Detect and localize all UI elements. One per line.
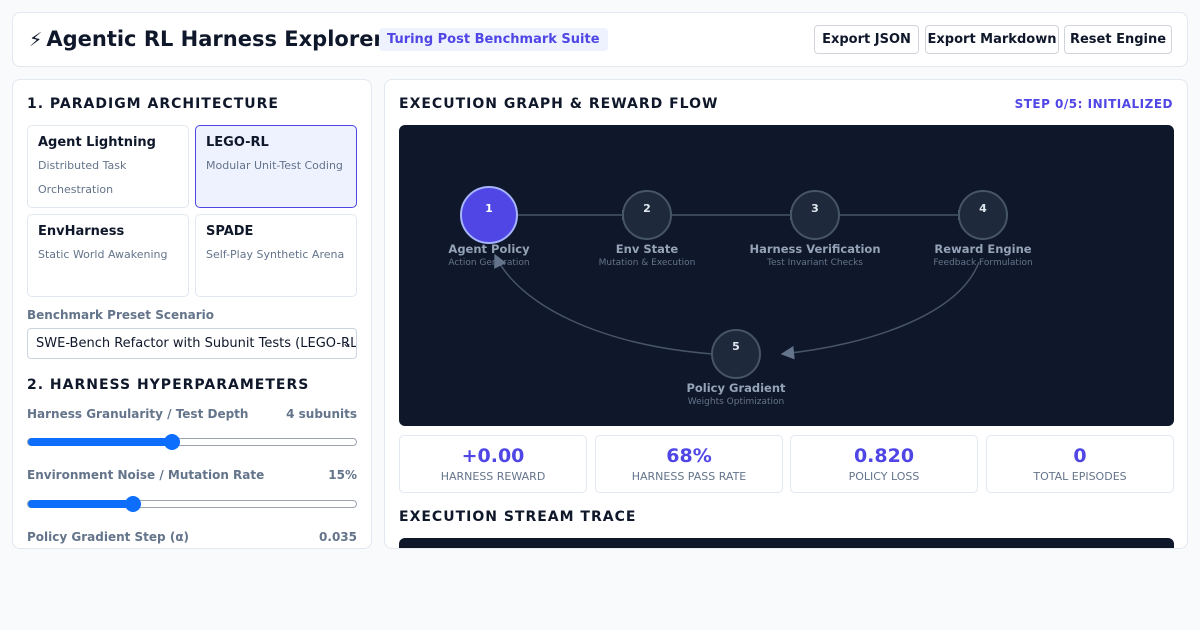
execution-panel: EXECUTION GRAPH & REWARD FLOW STEP 0/5: … — [384, 79, 1188, 549]
param-noise: Environment Noise / Mutation Rate 15% — [27, 468, 357, 482]
metric-policy-loss: 0.820 Policy Loss — [790, 435, 978, 493]
edge-5-1 — [494, 253, 714, 355]
graph-node-2[interactable]: 2 Env State Mutation & Execution — [599, 190, 696, 268]
param-label: Policy Gradient Step (α) — [27, 530, 190, 544]
metric-label: Harness Reward — [440, 470, 546, 483]
node-number: 2 — [643, 202, 651, 215]
slider-thumb[interactable] — [164, 434, 181, 450]
paradigm-name: LEGO-RL — [206, 135, 269, 150]
node-title: Env State — [616, 242, 679, 256]
metric-label: Policy Loss — [848, 470, 920, 483]
paradigm-card-envharness[interactable]: EnvHarness Static World Awakening — [27, 214, 189, 297]
param-policy-step: Policy Gradient Step (α) 0.035 — [27, 530, 357, 544]
paradigm-name: Agent Lightning — [38, 135, 156, 150]
graph-node-4[interactable]: 4 Reward Engine Feedback Formulation — [933, 190, 1033, 268]
preset-selected-value: SWE-Bench Refactor with Subunit Tests (L… — [36, 336, 357, 351]
node-number: 3 — [811, 202, 819, 215]
metric-total-episodes: 0 Total Episodes — [986, 435, 1174, 493]
preset-select[interactable]: SWE-Bench Refactor with Subunit Tests (L… — [27, 328, 357, 359]
reset-engine-button[interactable]: Reset Engine — [1064, 25, 1172, 54]
slider-fill — [28, 500, 133, 508]
suite-badge: Turing Post Benchmark Suite — [379, 28, 608, 51]
param-granularity: Harness Granularity / Test Depth 4 subun… — [27, 407, 357, 421]
metric-value: 0.820 — [853, 445, 915, 467]
trace-section-title: EXECUTION STREAM TRACE — [399, 509, 637, 525]
node-title: Harness Verification — [749, 242, 880, 256]
paradigm-desc: Static World Awakening — [38, 248, 168, 261]
paradigm-card-agent-lightning[interactable]: Agent Lightning Distributed Task Orchest… — [27, 125, 189, 208]
paradigm-desc: Modular Unit-Test Coding — [206, 159, 343, 172]
metric-value: 0 — [1073, 445, 1087, 467]
node-title: Agent Policy — [448, 242, 530, 256]
slider-fill — [28, 438, 173, 446]
metric-harness-reward: +0.00 Harness Reward — [399, 435, 587, 493]
node-subtitle: Mutation & Execution — [599, 258, 696, 268]
paradigm-name: EnvHarness — [38, 224, 125, 239]
node-subtitle: Test Invariant Checks — [766, 258, 863, 268]
execution-graph: 1 Agent Policy Action Generation 2 Env S… — [399, 125, 1174, 426]
param-value: 4 subunits — [286, 407, 357, 421]
edge-4-5 — [780, 261, 980, 360]
hyperparams-section-title: 2. HARNESS HYPERPARAMETERS — [27, 377, 310, 393]
metric-label: Harness Pass Rate — [631, 470, 747, 483]
export-json-button[interactable]: Export JSON — [814, 25, 919, 54]
param-label: Environment Noise / Mutation Rate — [27, 468, 265, 482]
node-subtitle: Feedback Formulation — [933, 258, 1032, 268]
app-title-text: Agentic RL Harness Explorer — [46, 27, 384, 51]
node-subtitle: Action Generation — [448, 258, 529, 268]
node-number: 4 — [979, 202, 987, 215]
param-value: 0.035 — [319, 530, 357, 544]
node-title: Reward Engine — [934, 242, 1031, 256]
param-label: Harness Granularity / Test Depth — [27, 407, 249, 421]
paradigm-desc: Distributed Task Orchestration — [38, 159, 127, 196]
param-value: 15% — [328, 468, 357, 482]
node-title: Policy Gradient — [686, 381, 786, 395]
metric-value: 68% — [666, 445, 712, 467]
config-panel: 1. PARADIGM ARCHITECTURE Agent Lightning… — [12, 79, 372, 549]
metric-value: +0.00 — [461, 445, 525, 467]
node-number: 5 — [732, 340, 740, 353]
metric-label: Total Episodes — [1033, 470, 1127, 483]
execution-trace-console[interactable] — [399, 538, 1174, 548]
noise-slider[interactable] — [27, 496, 357, 512]
node-number: 1 — [485, 202, 493, 215]
graph-node-3[interactable]: 3 Harness Verification Test Invariant Ch… — [749, 190, 881, 268]
slider-thumb[interactable] — [124, 496, 141, 512]
graph-section-title: EXECUTION GRAPH & REWARD FLOW — [399, 96, 719, 112]
export-markdown-button[interactable]: Export Markdown — [925, 25, 1059, 54]
granularity-slider[interactable] — [27, 434, 357, 450]
graph-canvas: 1 Agent Policy Action Generation 2 Env S… — [448, 186, 1033, 407]
app-header: ⚡ Agentic RL Harness Explorer Turing Post… — [12, 12, 1188, 67]
paradigm-name: SPADE — [206, 224, 254, 239]
node-subtitle: Weights Optimization — [688, 397, 784, 407]
paradigm-card-spade[interactable]: SPADE Self-Play Synthetic Arena — [195, 214, 357, 297]
graph-node-5[interactable]: 5 Policy Gradient Weights Optimization — [686, 329, 786, 407]
graph-edges — [494, 214, 980, 360]
lightning-icon: ⚡ — [29, 29, 43, 51]
paradigm-card-lego-rl[interactable]: LEGO-RL Modular Unit-Test Coding — [195, 125, 357, 208]
metric-pass-rate: 68% Harness Pass Rate — [595, 435, 783, 493]
preset-label: Benchmark Preset Scenario — [27, 308, 215, 322]
paradigm-desc: Self-Play Synthetic Arena — [206, 248, 345, 261]
app-title: ⚡ Agentic RL Harness Explorer — [29, 27, 384, 51]
chevron-down-icon: ⌄ — [341, 336, 352, 350]
graph-node-1[interactable]: 1 Agent Policy Action Generation — [448, 186, 530, 268]
step-status: STEP 0/5: INITIALIZED — [1014, 97, 1173, 111]
paradigm-section-title: 1. PARADIGM ARCHITECTURE — [27, 96, 279, 112]
